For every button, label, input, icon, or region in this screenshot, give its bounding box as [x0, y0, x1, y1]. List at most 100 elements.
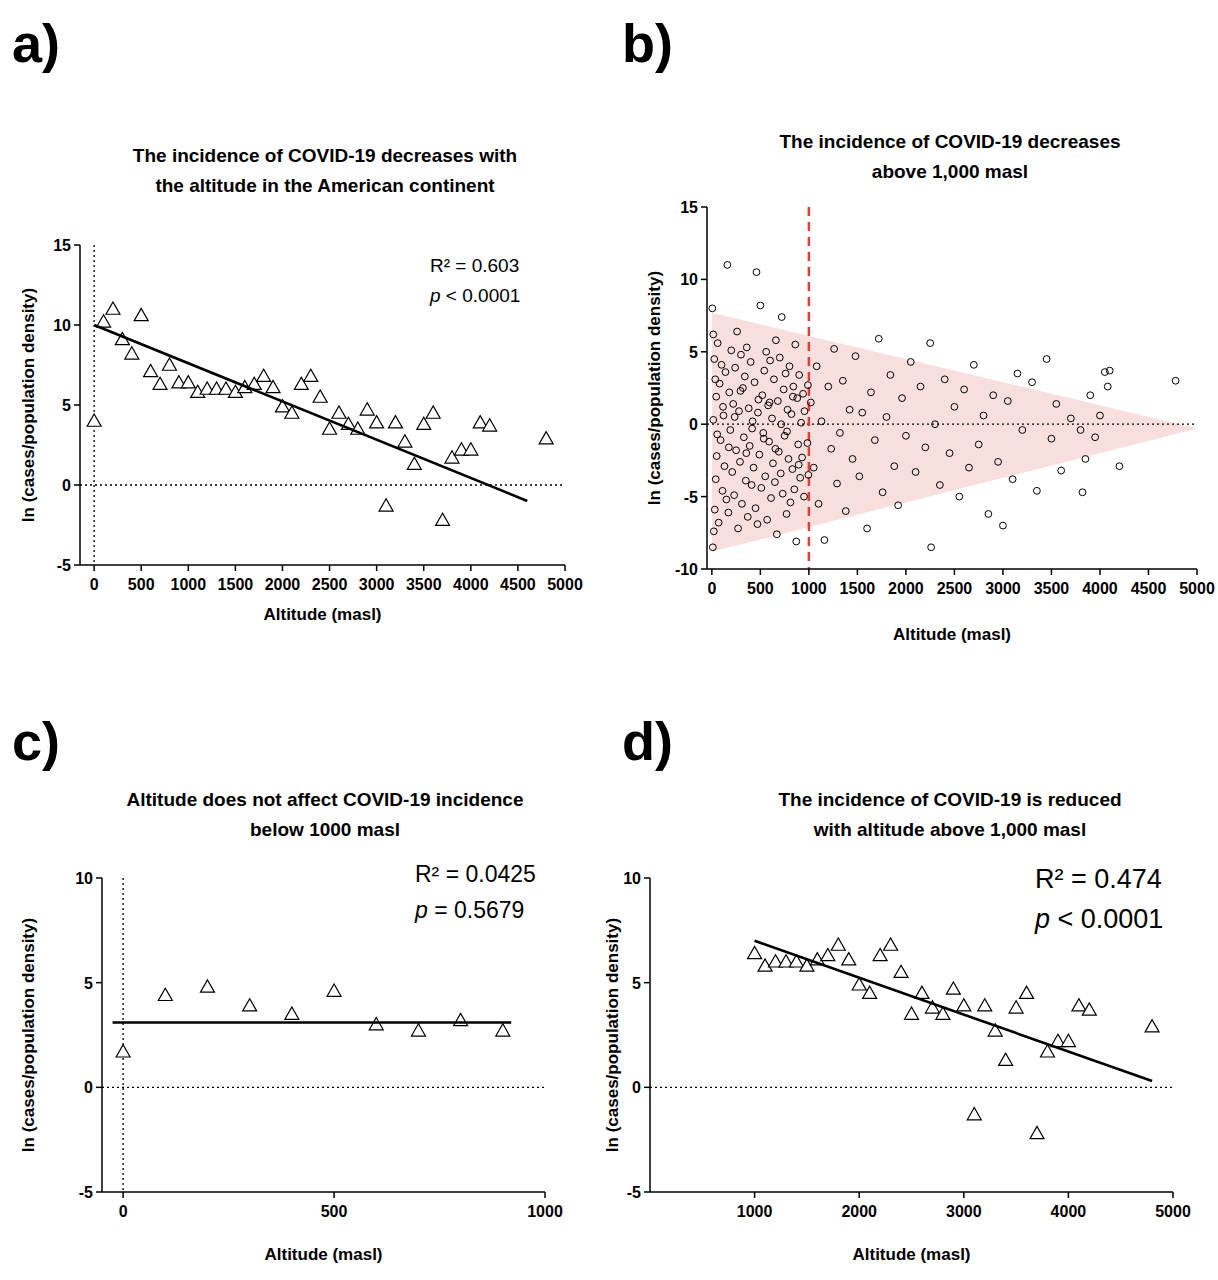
- y-tick-label: -5: [79, 1184, 93, 1201]
- data-point: [985, 511, 992, 518]
- y-axis-label: ln (cases/population density): [603, 918, 622, 1152]
- data-point: [776, 354, 783, 361]
- reference-line: [650, 1087, 1173, 1088]
- panel-label: c): [12, 711, 60, 771]
- data-point: [903, 432, 910, 439]
- x-axis-label: Altitude (masl): [263, 605, 381, 624]
- data-point: [87, 414, 101, 426]
- data-point: [834, 480, 841, 487]
- x-tick-label: 2000: [265, 576, 301, 593]
- y-tick: [701, 279, 707, 281]
- data-point: [804, 440, 811, 447]
- data-point: [907, 359, 914, 366]
- data-point: [970, 361, 977, 368]
- data-point: [801, 408, 808, 415]
- data-point: [1020, 986, 1034, 998]
- x-tick-label: 0: [90, 576, 99, 593]
- data-point: [709, 544, 716, 551]
- data-point: [713, 453, 720, 460]
- y-tick-label: -5: [684, 489, 698, 506]
- data-point: [772, 445, 779, 452]
- x-tick: [905, 569, 907, 575]
- data-point: [787, 499, 794, 506]
- data-point: [496, 1024, 510, 1036]
- annotation: R² = 0.0425: [415, 861, 536, 887]
- data-point: [839, 377, 846, 384]
- data-point: [793, 538, 800, 545]
- data-point: [753, 269, 760, 276]
- data-point: [748, 482, 755, 489]
- x-tick: [333, 1192, 335, 1198]
- data-point: [1030, 1126, 1044, 1138]
- data-point: [772, 337, 779, 344]
- data-point: [741, 373, 748, 380]
- data-point: [978, 999, 992, 1011]
- data-point: [783, 511, 790, 518]
- x-tick: [1051, 569, 1053, 575]
- y-tick: [644, 1087, 650, 1089]
- x-tick-label: 4500: [1131, 580, 1167, 597]
- data-point: [734, 328, 741, 335]
- data-point: [153, 377, 167, 389]
- data-point: [801, 493, 808, 500]
- data-point: [849, 456, 856, 463]
- data-point: [864, 525, 871, 532]
- y-tick: [74, 324, 80, 326]
- data-point: [786, 363, 793, 370]
- y-axis-label: ln (cases/population density): [645, 271, 664, 505]
- x-tick: [93, 565, 95, 571]
- y-tick: [96, 1191, 102, 1193]
- data-point: [794, 395, 801, 402]
- data-point: [789, 393, 796, 400]
- data-point: [1101, 369, 1108, 376]
- data-point: [747, 359, 754, 366]
- x-tick: [470, 565, 472, 571]
- data-point: [721, 463, 728, 470]
- data-point: [798, 419, 805, 426]
- data-point: [749, 418, 756, 425]
- data-point: [956, 493, 963, 500]
- data-point: [426, 406, 440, 418]
- data-point: [712, 376, 719, 383]
- data-point: [915, 986, 929, 998]
- data-point: [852, 353, 859, 360]
- data-point: [304, 369, 318, 381]
- y-tick: [96, 877, 102, 879]
- data-point: [718, 361, 725, 368]
- plot-area: [707, 207, 1197, 569]
- plot-area: [650, 938, 1173, 1139]
- band: [712, 313, 1197, 552]
- data-point: [738, 351, 745, 358]
- y-tick-label: 0: [632, 1079, 641, 1096]
- data-point: [1079, 489, 1086, 496]
- data-point: [771, 376, 778, 383]
- data-point: [805, 471, 812, 478]
- y-tick: [701, 206, 707, 208]
- y-tick-label: 0: [689, 416, 698, 433]
- y-tick-label: -5: [57, 557, 71, 574]
- y-tick: [96, 982, 102, 984]
- data-point: [837, 429, 844, 436]
- x-tick-label: 1000: [171, 576, 207, 593]
- data-point: [1053, 401, 1060, 408]
- data-point: [158, 988, 172, 1000]
- data-point: [1061, 1034, 1075, 1046]
- x-tick-label: 2500: [937, 580, 973, 597]
- x-tick-label: 500: [747, 580, 774, 597]
- data-point: [1145, 1020, 1159, 1032]
- data-point: [1087, 392, 1094, 399]
- x-tick-label: 500: [321, 1203, 348, 1220]
- title: below 1000 masl: [250, 819, 400, 840]
- annotation: p < 0.0001: [1034, 904, 1163, 934]
- x-tick: [1196, 569, 1198, 575]
- data-point: [759, 392, 766, 399]
- reference-line: [707, 424, 1197, 425]
- title: The incidence of COVID-19 decreases: [779, 131, 1120, 152]
- panel: b)The incidence of COVID-19 decreasesabo…: [622, 13, 1215, 644]
- x-tick: [564, 565, 566, 571]
- data-point: [757, 302, 764, 309]
- y-tick: [644, 1191, 650, 1193]
- x-tick-label: 5000: [1179, 580, 1215, 597]
- x-tick: [1068, 1192, 1070, 1198]
- data-point: [379, 499, 393, 511]
